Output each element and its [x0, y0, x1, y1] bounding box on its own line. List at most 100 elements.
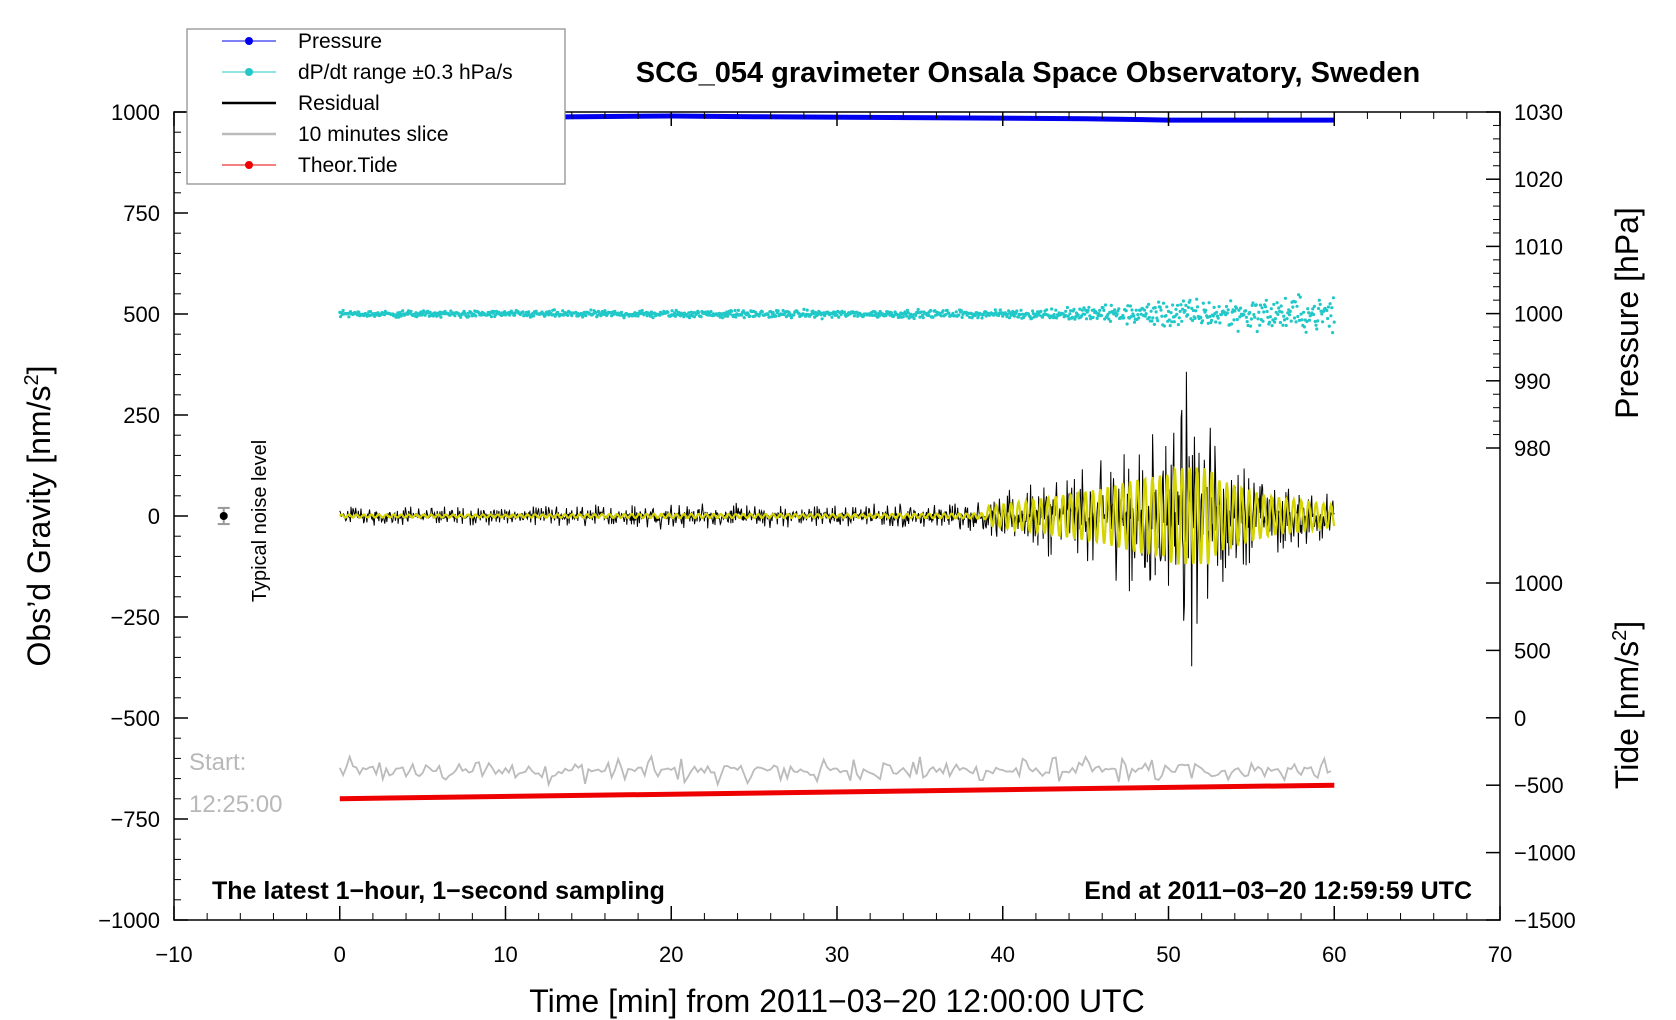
dpdt-point: [1005, 315, 1009, 319]
dpdt-point: [689, 310, 693, 314]
dpdt-point: [368, 309, 372, 314]
dpdt-point: [376, 311, 380, 315]
dpdt-point: [1304, 330, 1308, 334]
x-tick-label: 60: [1322, 942, 1346, 967]
dpdt-point: [1283, 296, 1287, 300]
dpdt-point: [1224, 304, 1229, 309]
dpdt-point: [730, 309, 734, 313]
dpdt-point: [1260, 306, 1264, 310]
dpdt-point: [622, 316, 626, 320]
left-tick-label: −250: [110, 605, 160, 630]
dpdt-point: [1103, 303, 1108, 307]
dpdt-point: [1328, 302, 1332, 306]
dpdt-point: [1171, 303, 1175, 307]
dpdt-point: [1160, 314, 1164, 318]
dpdt-point: [1132, 320, 1137, 324]
dpdt-point: [1242, 313, 1246, 317]
dpdt-point: [1252, 313, 1256, 317]
dpdt-point: [1285, 317, 1289, 321]
dpdt-point: [1018, 312, 1022, 317]
left-tick-label: −500: [110, 706, 160, 731]
dpdt-point: [1174, 307, 1178, 311]
left-axis-title-end: ]: [21, 366, 57, 375]
dpdt-point: [1280, 310, 1284, 314]
dpdt-point: [1007, 316, 1012, 320]
dpdt-point: [1219, 312, 1224, 317]
dpdt-point: [1055, 316, 1059, 320]
dpdt-point: [1129, 315, 1133, 319]
dpdt-point: [776, 309, 780, 313]
dpdt-point: [1195, 305, 1200, 309]
dpdt-point: [1236, 329, 1240, 333]
dpdt-point: [1109, 303, 1113, 307]
dpdt-point: [1065, 305, 1069, 310]
dpdt-point: [1292, 316, 1297, 320]
dpdt-point: [1124, 309, 1128, 313]
dpdt-point: [1143, 314, 1147, 318]
dpdt-point: [1218, 321, 1222, 325]
dpdt-point: [973, 313, 978, 317]
dpdt-point: [1031, 312, 1035, 316]
dpdt-point: [341, 308, 345, 313]
dpdt-point: [1312, 304, 1316, 308]
left-tick-label: 250: [123, 403, 160, 428]
dpdt-point: [809, 312, 813, 316]
dpdt-point: [1151, 316, 1155, 320]
dpdt-point: [1167, 318, 1171, 322]
dpdt-point: [582, 310, 586, 314]
dpdt-point: [692, 315, 697, 319]
dpdt-point: [1064, 309, 1068, 313]
dpdt-point: [1263, 305, 1268, 309]
dpdt-point: [1086, 308, 1090, 312]
dpdt-point: [1035, 314, 1039, 318]
dpdt-point: [1147, 315, 1151, 320]
dpdt-point: [1087, 305, 1091, 309]
dpdt-point: [594, 311, 598, 315]
dpdt-point: [1168, 324, 1172, 328]
dpdt-point: [906, 311, 910, 315]
legend-box: [186, 28, 566, 185]
dpdt-point: [1179, 303, 1183, 307]
tide-tick-label: −1500: [1514, 908, 1576, 933]
dpdt-point: [1254, 303, 1258, 307]
dpdt-point: [1281, 323, 1285, 327]
dpdt-point: [1054, 308, 1058, 312]
dpdt-point: [709, 309, 713, 314]
dpdt-point: [802, 307, 806, 311]
dpdt-point: [975, 311, 979, 315]
dpdt-point: [1297, 293, 1301, 297]
dpdt-point: [521, 310, 525, 314]
dpdt-point: [1078, 307, 1082, 311]
dpdt-point: [904, 311, 908, 316]
dpdt-point: [1037, 313, 1041, 317]
dpdt-point: [1319, 309, 1323, 313]
dpdt-point: [1232, 318, 1236, 322]
pressure-tick-label: 1010: [1514, 234, 1563, 259]
dpdt-point: [1191, 308, 1195, 313]
dpdt-point: [760, 310, 765, 314]
dpdt-point: [1012, 314, 1017, 318]
x-tick-label: 20: [659, 942, 683, 967]
dpdt-point: [1122, 316, 1126, 320]
dpdt-point: [1245, 320, 1249, 324]
dpdt-point: [1132, 314, 1136, 318]
dpdt-point: [1316, 306, 1321, 311]
dpdt-point: [1212, 305, 1216, 309]
dpdt-point: [1256, 317, 1260, 321]
legend: Pressure dP/dt range ±0.3 hPa/s Residual 10…: [186, 28, 566, 185]
dpdt-point: [734, 315, 738, 319]
end-time-note: End at 2011−03−20 12:59:59 UTC: [1084, 877, 1472, 905]
dpdt-point: [771, 310, 775, 315]
dpdt-point: [1257, 310, 1261, 314]
dpdt-point: [640, 308, 644, 313]
tide-axis-title-main: Tide [nm/s: [1609, 641, 1645, 789]
dpdt-point: [1091, 315, 1095, 319]
dpdt-point: [1318, 302, 1322, 306]
dpdt-point: [1262, 310, 1266, 314]
dpdt-point: [1258, 323, 1262, 327]
dpdt-point: [1113, 308, 1117, 312]
dpdt-point: [489, 315, 493, 319]
dpdt-point: [1216, 316, 1220, 320]
dpdt-point: [1266, 315, 1270, 319]
pressure-axis-title: Pressure [hPa]: [1609, 207, 1645, 419]
